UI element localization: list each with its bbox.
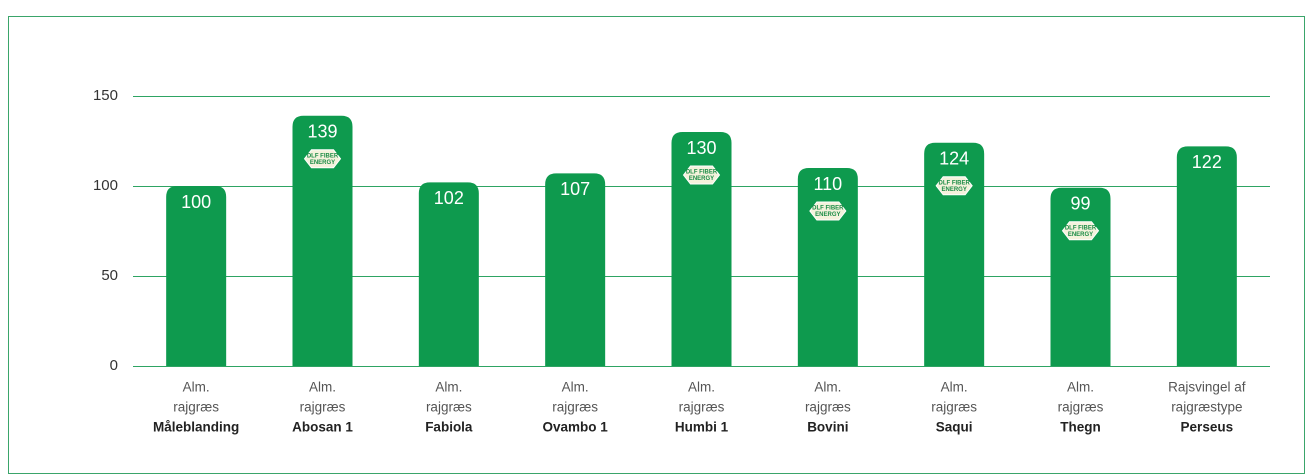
- x-tick-label: rajgræs: [805, 400, 851, 415]
- bar: [545, 173, 606, 366]
- frame: [8, 16, 1305, 474]
- badge-shape: [935, 176, 973, 196]
- badge-shape: [1061, 221, 1100, 241]
- x-tick-label: Abosan 1: [292, 420, 353, 435]
- bar: [797, 168, 858, 366]
- bar: [924, 142, 985, 366]
- value-label: 139: [307, 122, 337, 142]
- x-tick-label: rajgræs: [552, 400, 598, 415]
- x-tick-label: rajgræs: [679, 400, 725, 415]
- badge-text: DLF FIBER: [307, 153, 339, 159]
- bar: [166, 186, 227, 366]
- x-tick-label: Alm.: [1067, 380, 1094, 395]
- x-tick-label: rajgræs: [300, 400, 346, 415]
- x-tick-label: Alm.: [688, 380, 715, 395]
- x-tick-label: Fabiola: [425, 420, 473, 435]
- x-tick-label: Saqui: [936, 420, 973, 435]
- x-tick-label: Alm.: [941, 380, 968, 395]
- x-tick-label: Måleblanding: [153, 420, 239, 435]
- x-tick-label: Humbi 1: [675, 420, 729, 435]
- badge-text: ENERGY: [941, 187, 966, 193]
- x-tick-label: rajgræstype: [1171, 400, 1242, 415]
- badge-text: DLF FIBER: [686, 170, 718, 176]
- badge-text: ENERGY: [310, 160, 335, 166]
- x-tick-label: Ovambo 1: [543, 420, 609, 435]
- x-tick-label: Bovini: [807, 420, 848, 435]
- x-tick-label: Thegn: [1060, 420, 1101, 435]
- y-tick-label: 150: [93, 87, 118, 104]
- x-tick-label: Alm.: [435, 380, 462, 395]
- value-label: 102: [434, 188, 464, 208]
- value-label: 110: [813, 174, 842, 194]
- badge-text: DLF FIBER: [812, 206, 844, 212]
- x-tick-label: Perseus: [1181, 420, 1234, 435]
- value-label: 130: [686, 138, 716, 158]
- bar: [1176, 146, 1237, 366]
- value-label: 124: [939, 149, 969, 169]
- bar: [418, 182, 479, 366]
- badge-text: ENERGY: [1068, 232, 1093, 238]
- badge-shape: [303, 149, 342, 169]
- x-tick-label: rajgræs: [931, 400, 977, 415]
- badge-shape: [809, 201, 847, 221]
- y-tick-label: 50: [101, 267, 118, 284]
- value-label: 122: [1192, 152, 1222, 172]
- x-tick-label: rajgræs: [426, 400, 472, 415]
- value-label: 107: [560, 179, 590, 199]
- x-tick-label: Alm.: [309, 380, 336, 395]
- badge-text: DLF FIBER: [938, 180, 970, 186]
- x-tick-label: Alm.: [183, 380, 210, 395]
- y-tick-label: 0: [110, 357, 118, 374]
- bar: [1050, 187, 1111, 366]
- value-label: 100: [181, 192, 211, 212]
- x-tick-label: rajgræs: [1058, 400, 1104, 415]
- x-tick-label: Alm.: [814, 380, 841, 395]
- value-label: 99: [1070, 194, 1090, 214]
- badge-shape: [682, 165, 721, 185]
- badge-text: DLF FIBER: [1065, 225, 1097, 231]
- x-tick-label: Rajsvingel af: [1168, 380, 1246, 395]
- badge-text: ENERGY: [689, 176, 714, 182]
- x-tick-label: Alm.: [562, 380, 589, 395]
- bar: [671, 132, 732, 366]
- bar: [292, 115, 353, 366]
- y-tick-label: 100: [93, 177, 118, 194]
- badge-text: ENERGY: [815, 212, 840, 218]
- x-tick-label: rajgræs: [173, 400, 219, 415]
